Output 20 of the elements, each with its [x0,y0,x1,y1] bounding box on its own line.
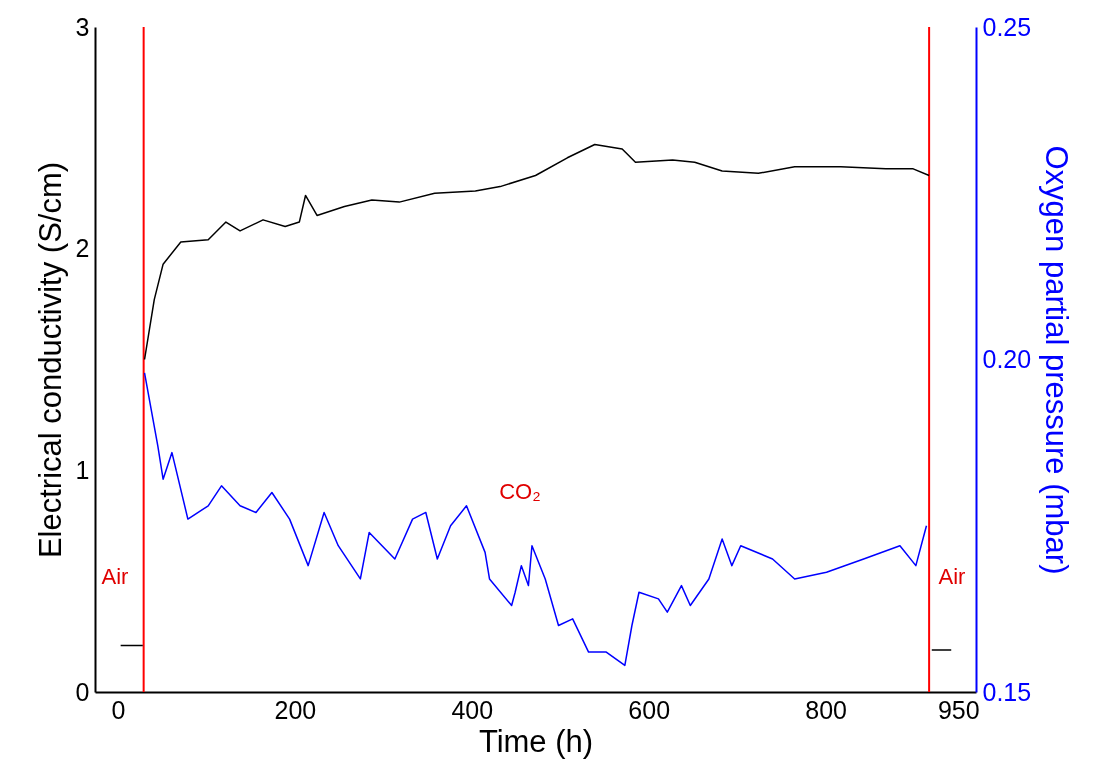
x-tick-label: 800 [805,695,847,724]
annotation: CO₂ [499,479,541,504]
y-axis-title: Electrical conductivity (S/cm) [32,161,68,559]
y2-axis-title: Oxygen partial pressure (mbar) [1039,145,1075,575]
y2-tick-label: 0.20 [982,345,1032,373]
annotation: Air [101,564,129,589]
line-series [143,372,928,667]
y-tick-label: 3 [75,12,90,41]
x-tick-label: 400 [451,695,494,724]
y-tick-label: 0 [75,677,90,706]
x-tick-label: 600 [628,695,671,724]
x-axis-title: Time (h) [478,723,594,759]
x-tick-label: 0 [111,695,126,724]
y-tick-label: 1 [75,455,90,484]
y2-tick-label: 0.15 [982,677,1032,706]
x-tick-label: 950 [937,695,980,724]
y2-tick-label: 0.25 [982,12,1032,41]
annotation: Air [938,564,966,589]
y-tick-label: 2 [75,234,90,263]
x-tick-label: 200 [274,695,317,724]
